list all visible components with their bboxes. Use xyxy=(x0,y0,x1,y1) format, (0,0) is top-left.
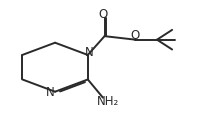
Text: N: N xyxy=(85,46,94,59)
Text: O: O xyxy=(99,8,108,21)
Text: N: N xyxy=(46,86,55,99)
Text: NH₂: NH₂ xyxy=(97,95,119,108)
Text: O: O xyxy=(131,29,140,42)
